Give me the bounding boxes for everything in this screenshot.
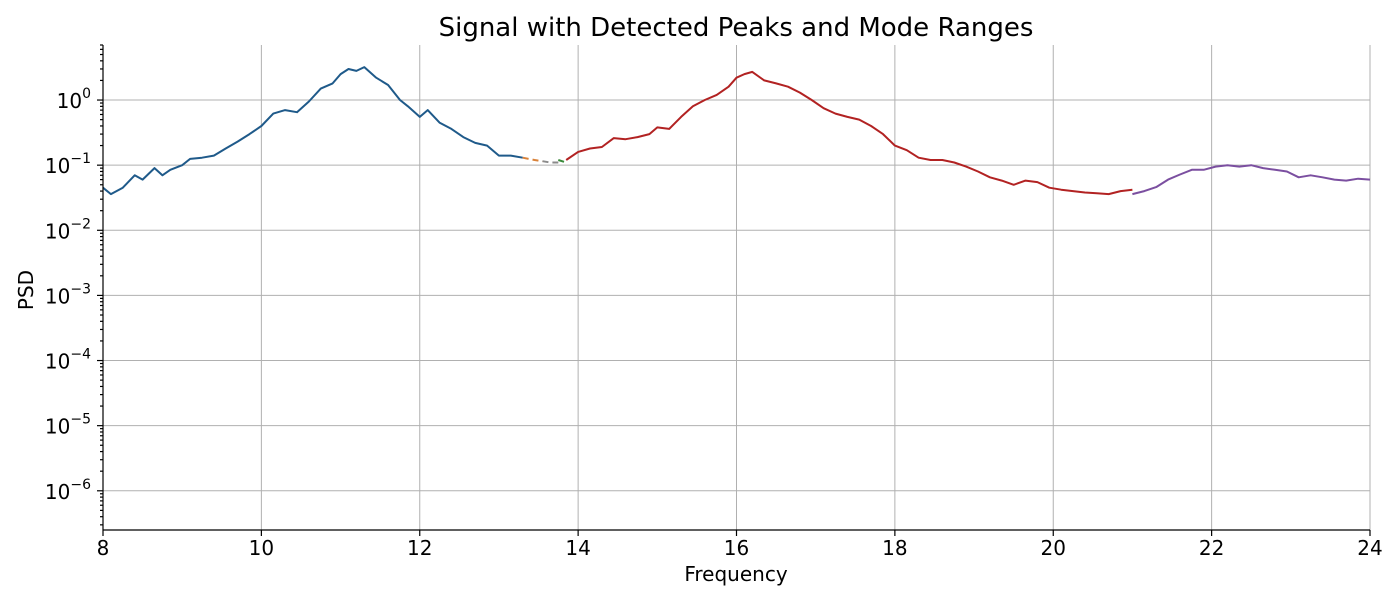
x-tick-label: 22 — [1199, 536, 1224, 560]
y-tick-label: 10−5 — [45, 412, 91, 439]
series-line-5 — [565, 70, 1133, 196]
y-tick-label: 100 — [57, 86, 91, 113]
series-line-4 — [557, 159, 567, 164]
x-tick-label: 16 — [724, 536, 749, 560]
x-ticks: 8 10 12 14 16 18 20 22 24 — [97, 530, 1383, 560]
x-tick-label: 18 — [882, 536, 907, 560]
grid — [102, 45, 1371, 530]
series-line-6 — [1132, 164, 1371, 196]
x-tick-label: 12 — [407, 536, 432, 560]
x-tick-label: 10 — [249, 536, 274, 560]
y-tick-label: 10−3 — [45, 281, 91, 308]
x-tick-label: 20 — [1041, 536, 1066, 560]
x-tick-label: 8 — [97, 536, 110, 560]
series-line-3 — [542, 160, 559, 164]
y-ticks: 10−6 10−5 10−4 10−3 10−2 10−1 100 — [45, 44, 103, 526]
series-line-2 — [522, 156, 543, 163]
x-tick-label: 24 — [1357, 536, 1382, 560]
chart-title: Signal with Detected Peaks and Mode Rang… — [439, 13, 1034, 43]
series-line-1 — [102, 66, 523, 196]
y-tick-label: 10−1 — [45, 151, 91, 178]
y-tick-label: 10−4 — [45, 347, 91, 374]
series-layer — [102, 66, 1371, 196]
y-tick-label: 10−6 — [45, 477, 91, 504]
y-tick-label: 10−2 — [45, 216, 91, 243]
y-axis-label: PSD — [14, 270, 38, 310]
x-axis-label: Frequency — [684, 562, 787, 586]
x-tick-label: 14 — [565, 536, 590, 560]
